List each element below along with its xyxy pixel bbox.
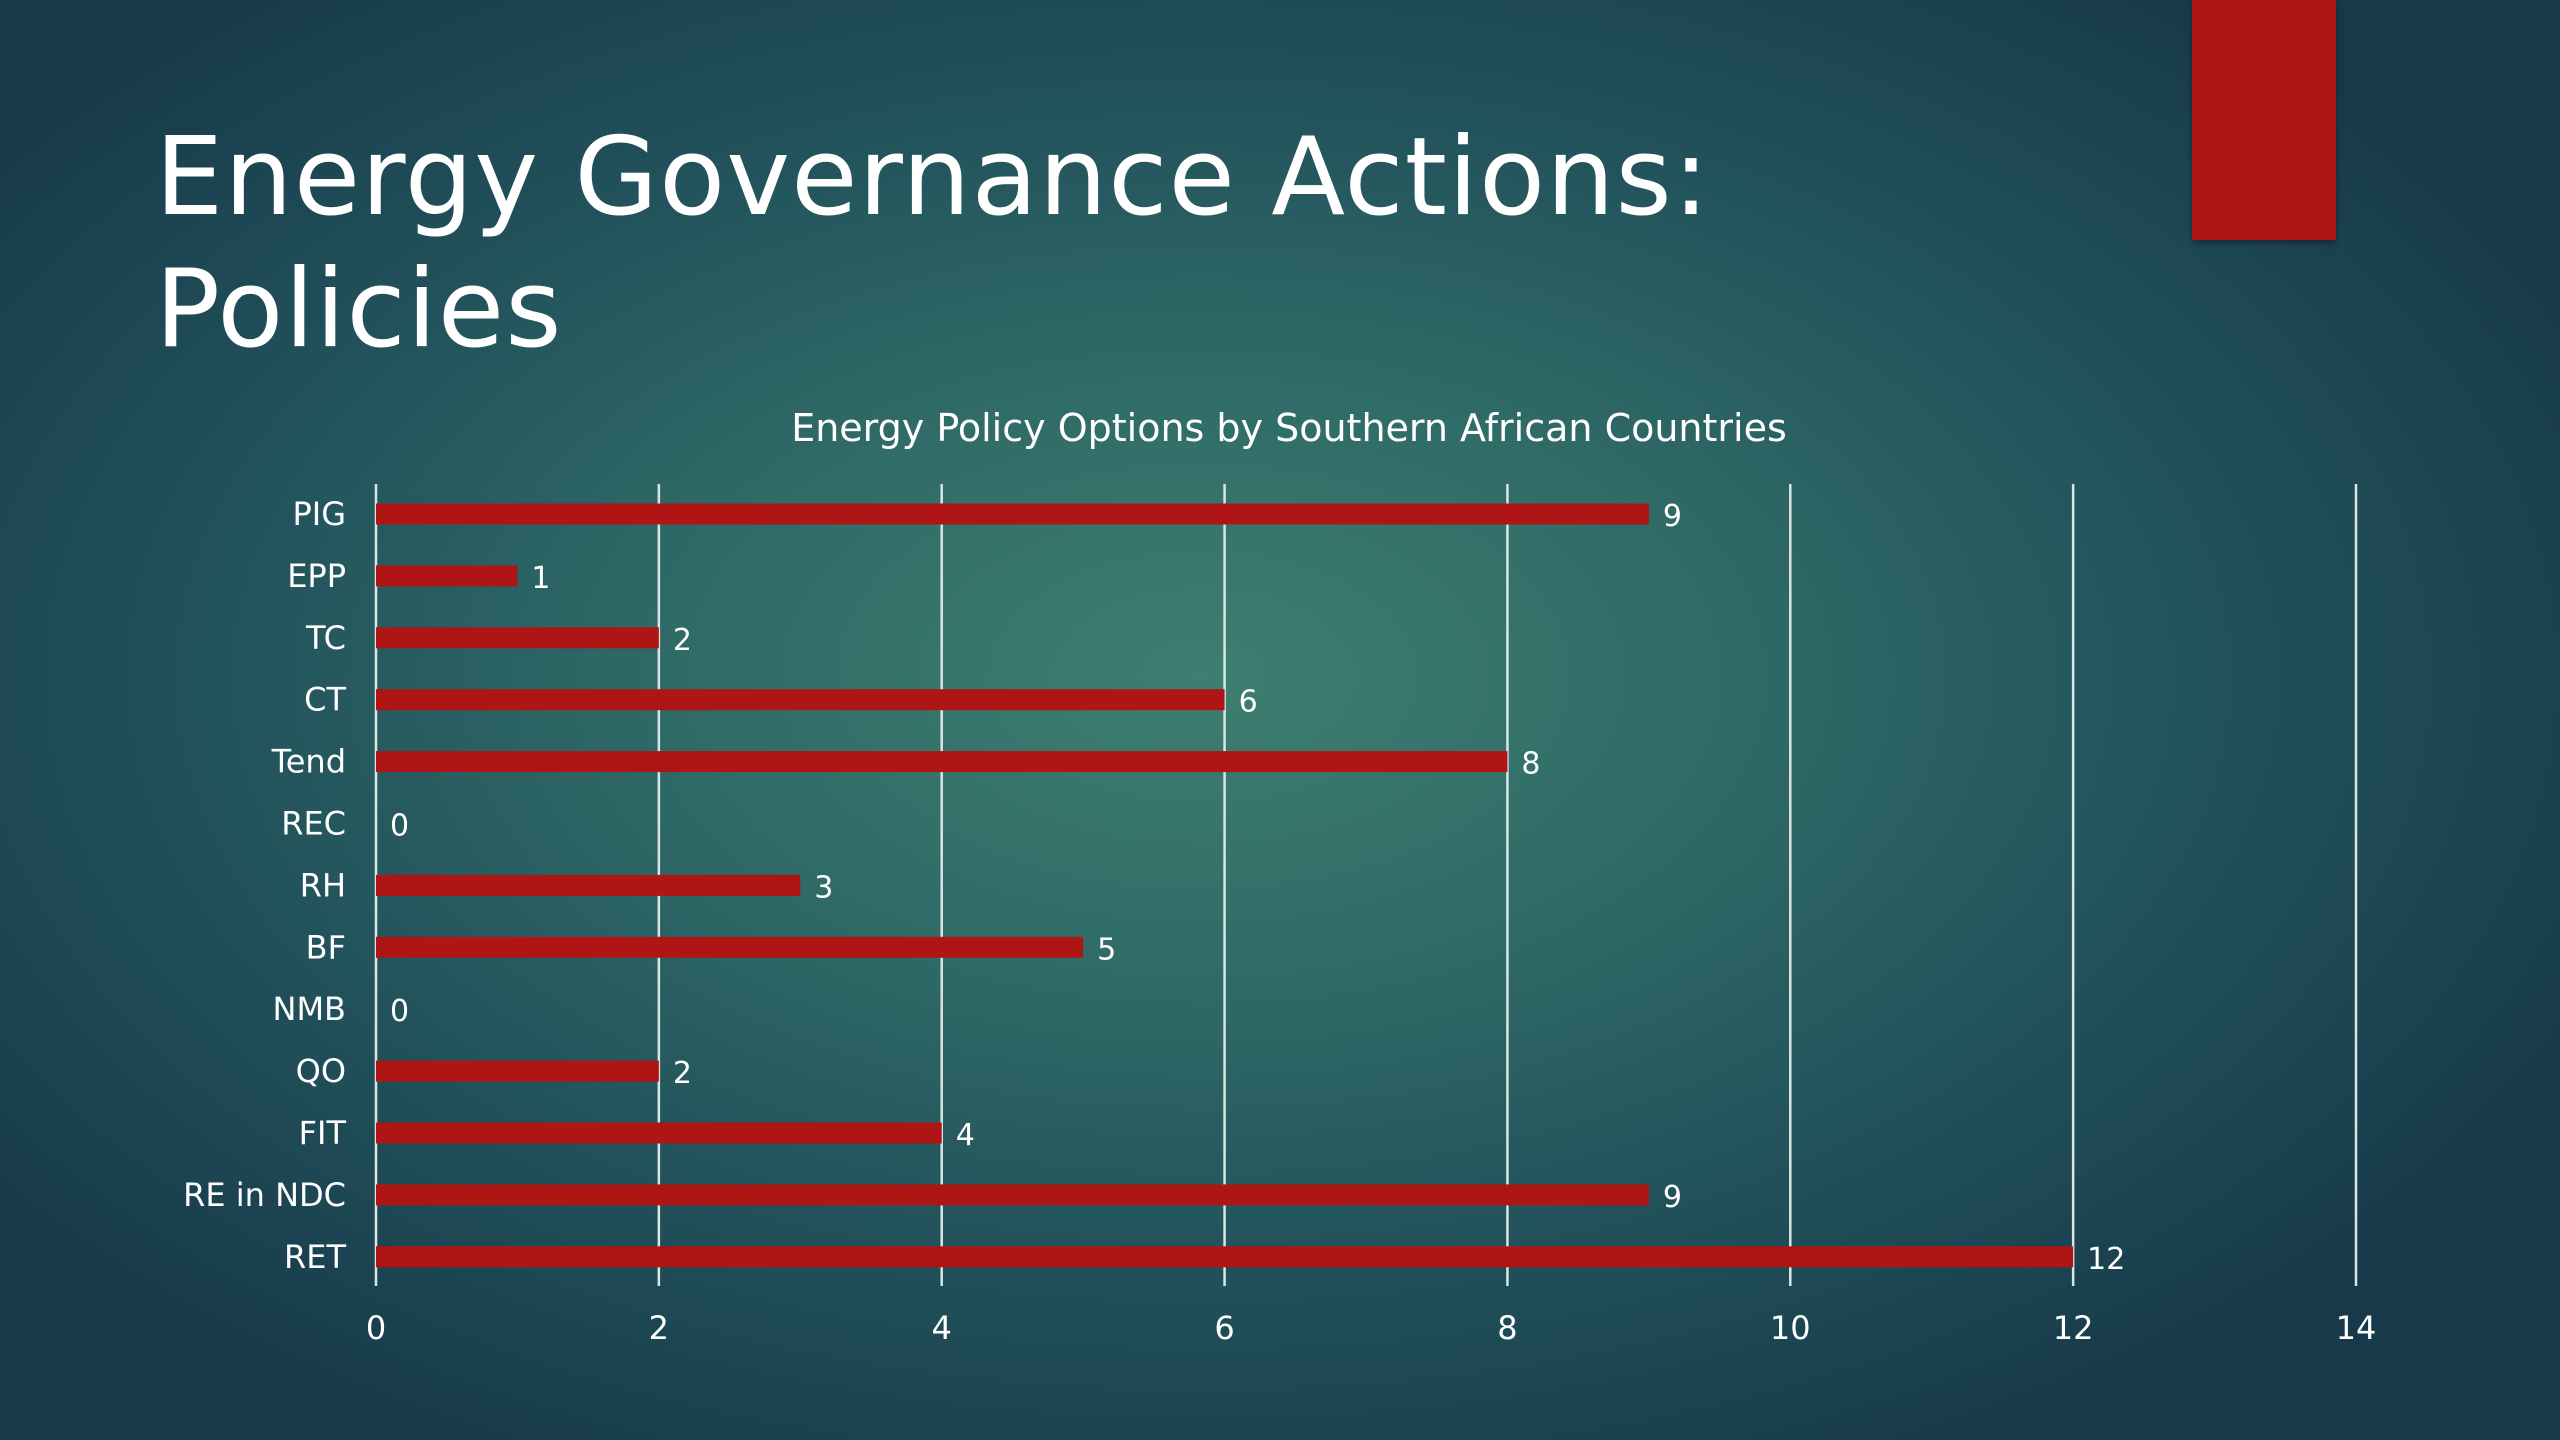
category-label-epp: EPP (287, 557, 346, 595)
bar-re-in-ndc (376, 1184, 1649, 1206)
data-label-ct: 6 (1239, 685, 1258, 720)
category-label-ct: CT (304, 681, 346, 719)
data-label-epp: 1 (531, 561, 550, 596)
chart-title: Energy Policy Options by Southern Africa… (791, 406, 1787, 450)
x-tick-label-6: 6 (1214, 1309, 1234, 1347)
data-label-fit: 4 (956, 1118, 975, 1153)
x-tick-label-14: 14 (2336, 1309, 2377, 1347)
bar-ct (376, 689, 1225, 711)
data-label-ret: 12 (2087, 1242, 2125, 1277)
category-labels: PIG EPP TC CT Tend REC RH BF NMB QO FIT RE in NDC RE… (183, 495, 346, 1276)
bar-epp (376, 565, 518, 587)
bars (376, 503, 2074, 1268)
x-tick-label-12: 12 (2053, 1309, 2094, 1347)
category-label-re-in-ndc: RE in NDC (183, 1176, 346, 1214)
bar-tc (376, 627, 659, 649)
category-label-pig: PIG (292, 495, 346, 533)
category-label-rh: RH (300, 866, 346, 904)
category-label-fit: FIT (299, 1114, 347, 1152)
bar-pig (376, 503, 1649, 525)
slide-title-line-1: Energy Governance Actions: (155, 115, 1711, 240)
bar-ret (376, 1246, 2074, 1268)
data-label-nmb: 0 (390, 994, 409, 1029)
bar-fit (376, 1122, 942, 1144)
slide-title-line-2: Policies (155, 247, 563, 372)
category-label-qo: QO (296, 1052, 346, 1090)
category-label-nmb: NMB (273, 990, 347, 1028)
data-label-qo: 2 (673, 1056, 692, 1091)
category-label-tend: Tend (271, 743, 346, 781)
data-label-pig: 9 (1663, 499, 1682, 534)
x-tick-label-8: 8 (1497, 1309, 1517, 1347)
category-label-tc: TC (305, 619, 346, 657)
x-axis-tick-labels: 0 2 4 6 8 10 12 14 (366, 1309, 2377, 1347)
data-label-rec: 0 (390, 809, 409, 844)
bar-bf (376, 936, 1084, 958)
data-label-bf: 5 (1097, 932, 1116, 967)
corner-accent-bar (2192, 0, 2336, 240)
data-label-rh: 3 (814, 870, 833, 905)
slide-title: Energy Governance Actions: Policies (155, 112, 1710, 376)
data-label-tend: 8 (1521, 747, 1540, 782)
data-label-re-in-ndc: 9 (1663, 1180, 1682, 1215)
data-label-tc: 2 (673, 623, 692, 658)
category-label-ret: RET (284, 1238, 346, 1276)
x-tick-label-10: 10 (1770, 1309, 1811, 1347)
bar-tend (376, 751, 1508, 773)
x-tick-label-0: 0 (366, 1309, 386, 1347)
bar-qo (376, 1060, 659, 1082)
x-tick-label-4: 4 (932, 1309, 952, 1347)
category-label-bf: BF (306, 928, 346, 966)
category-label-rec: REC (281, 805, 346, 843)
gridlines (374, 484, 2358, 1286)
bar-rh (376, 874, 801, 896)
x-tick-label-2: 2 (649, 1309, 669, 1347)
